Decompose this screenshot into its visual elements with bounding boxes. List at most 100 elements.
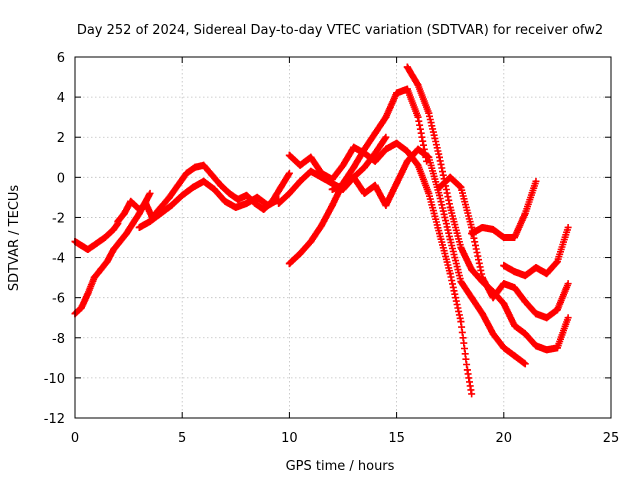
y-tick-label: 2 bbox=[57, 131, 65, 146]
data-point bbox=[521, 330, 529, 338]
data-point bbox=[532, 264, 540, 272]
data-point bbox=[165, 193, 173, 201]
data-point bbox=[543, 346, 551, 354]
data-point bbox=[339, 161, 347, 169]
data-point bbox=[114, 217, 122, 225]
data-point bbox=[285, 169, 293, 177]
data-point bbox=[511, 322, 519, 330]
data-point bbox=[210, 185, 218, 193]
data-point bbox=[532, 310, 540, 318]
series-track-7 bbox=[285, 85, 431, 268]
data-point bbox=[371, 129, 379, 137]
data-point bbox=[403, 85, 411, 93]
data-point bbox=[296, 177, 304, 185]
data-point bbox=[511, 234, 519, 241]
data-point bbox=[564, 280, 572, 288]
data-point bbox=[129, 219, 137, 227]
data-point bbox=[285, 151, 293, 159]
data-point bbox=[425, 109, 433, 117]
y-axis-label: SDTVAR / TECUs bbox=[7, 185, 22, 292]
data-point bbox=[511, 268, 519, 276]
data-point bbox=[120, 209, 128, 217]
data-point bbox=[135, 205, 143, 213]
data-point bbox=[500, 280, 508, 288]
data-point bbox=[360, 145, 368, 153]
data-point bbox=[521, 298, 529, 306]
data-point bbox=[92, 240, 100, 248]
data-point bbox=[435, 191, 443, 199]
data-point bbox=[564, 223, 572, 231]
data-point bbox=[414, 113, 422, 121]
data-point bbox=[350, 143, 358, 151]
data-point bbox=[146, 217, 154, 225]
data-point bbox=[435, 229, 443, 237]
data-point bbox=[457, 278, 465, 286]
data-point bbox=[532, 342, 540, 350]
data-point bbox=[403, 157, 411, 165]
data-point bbox=[489, 330, 497, 338]
data-point bbox=[110, 225, 118, 233]
data-point bbox=[500, 234, 508, 241]
data-point bbox=[489, 294, 497, 302]
data-point bbox=[489, 225, 497, 233]
data-point bbox=[500, 344, 508, 352]
tick-layer: 0 5 10 15 20 25 -12 -10 -8 -6 -4 -2 0 2 4 6 bbox=[44, 51, 620, 446]
data-point bbox=[553, 344, 561, 352]
data-point bbox=[97, 266, 105, 274]
data-point bbox=[521, 360, 529, 368]
data-point bbox=[243, 199, 251, 207]
data-point bbox=[167, 201, 175, 209]
data-point bbox=[553, 258, 561, 266]
data-point bbox=[382, 133, 390, 141]
data-point bbox=[500, 262, 508, 270]
data-point bbox=[382, 113, 390, 121]
y-tick-label: -12 bbox=[44, 412, 65, 427]
data-point bbox=[532, 177, 540, 185]
marker-trail bbox=[275, 134, 389, 207]
data-point bbox=[414, 81, 422, 89]
series-track-9 bbox=[403, 63, 572, 354]
y-tick-label: -8 bbox=[52, 332, 65, 347]
data-point bbox=[217, 181, 225, 189]
x-tick-label: 25 bbox=[603, 431, 620, 446]
data-point bbox=[253, 193, 261, 201]
data-point bbox=[174, 181, 182, 189]
data-point bbox=[146, 189, 154, 197]
data-point bbox=[328, 185, 336, 193]
grid-layer bbox=[75, 57, 611, 418]
y-tick-label: -2 bbox=[52, 211, 65, 226]
data-point bbox=[446, 203, 454, 211]
data-point bbox=[350, 173, 358, 181]
data-point bbox=[457, 318, 465, 326]
data-point bbox=[178, 191, 186, 199]
data-point bbox=[318, 221, 326, 229]
data-point bbox=[521, 209, 529, 217]
series-track-4 bbox=[135, 177, 283, 231]
data-layer bbox=[71, 63, 572, 398]
data-point bbox=[122, 229, 130, 237]
data-point bbox=[328, 175, 336, 183]
marker-trail bbox=[328, 145, 528, 367]
data-point bbox=[200, 161, 208, 169]
data-point bbox=[307, 238, 315, 246]
data-point bbox=[275, 199, 283, 207]
data-point bbox=[189, 183, 197, 191]
x-tick-label: 5 bbox=[178, 431, 186, 446]
data-point bbox=[234, 195, 242, 203]
x-tick-label: 0 bbox=[71, 431, 79, 446]
data-point bbox=[264, 201, 272, 209]
y-tick-label: -10 bbox=[44, 372, 65, 387]
data-point bbox=[425, 189, 433, 197]
data-point bbox=[84, 246, 92, 254]
data-point bbox=[260, 205, 268, 213]
data-point bbox=[360, 163, 368, 171]
data-point bbox=[468, 266, 476, 274]
data-point bbox=[457, 244, 465, 252]
data-point bbox=[393, 179, 401, 187]
x-tick-label: 15 bbox=[388, 431, 405, 446]
data-point bbox=[232, 203, 240, 211]
data-point bbox=[191, 163, 199, 171]
data-point bbox=[500, 300, 508, 308]
x-tick-label: 20 bbox=[496, 431, 513, 446]
data-point bbox=[77, 242, 85, 250]
